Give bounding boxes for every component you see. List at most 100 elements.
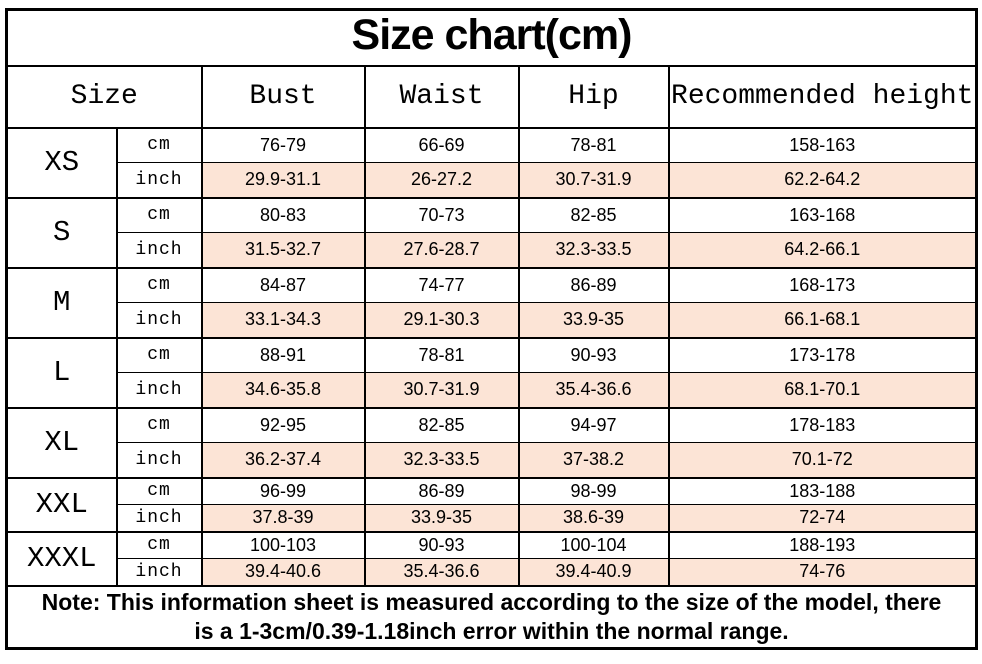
bust-cm-cell: 88-91 [200, 336, 366, 373]
hip-inch-cell: 33.9-35 [517, 302, 670, 339]
waist-inch-cell: 32.3-33.5 [363, 442, 520, 479]
column-header-recommended-height: Recommended height [667, 64, 978, 129]
size-label: XXXL [5, 530, 118, 587]
column-header-size: Size [5, 64, 203, 129]
size-chart-table: Size chart(cm) Size Bust Waist Hip Recom… [5, 8, 978, 650]
note-line-2: is a 1-3cm/0.39-1.18inch error within th… [194, 617, 789, 644]
waist-cm-cell: 86-89 [363, 476, 520, 505]
size-row-cm: L cm 88-91 78-81 90-93 173-178 [5, 336, 978, 409]
height-cm-cell: 168-173 [667, 266, 978, 303]
bust-cm-cell: 76-79 [200, 126, 366, 163]
hip-inch-cell: 30.7-31.9 [517, 162, 670, 199]
title-row: Size chart(cm) [5, 8, 978, 67]
size-row-cm: XS cm 76-79 66-69 78-81 158-163 [5, 126, 978, 199]
bust-inch-cell: 29.9-31.1 [200, 162, 366, 199]
waist-inch-cell: 33.9-35 [363, 504, 520, 533]
waist-cm-cell: 70-73 [363, 196, 520, 233]
note-line-1: Note: This information sheet is measured… [41, 588, 942, 615]
size-label: XL [5, 406, 118, 479]
bust-cm-cell: 92-95 [200, 406, 366, 443]
hip-inch-cell: 39.4-40.9 [517, 558, 670, 587]
height-inch-cell: 72-74 [667, 504, 978, 533]
bust-inch-cell: 34.6-35.8 [200, 372, 366, 409]
size-row-cm: XXL cm 96-99 86-89 98-99 183-188 [5, 476, 978, 533]
bust-inch-cell: 37.8-39 [200, 504, 366, 533]
note-text: Note: This information sheet is measured… [5, 584, 978, 649]
size-chart-container: Size chart(cm) Size Bust Waist Hip Recom… [5, 8, 978, 650]
waist-cm-cell: 90-93 [363, 530, 520, 559]
size-label: XXL [5, 476, 118, 533]
unit-label-cm: cm [115, 266, 203, 303]
unit-label-inch: inch [115, 372, 203, 409]
size-row-cm: M cm 84-87 74-77 86-89 168-173 [5, 266, 978, 339]
size-label: S [5, 196, 118, 269]
hip-cm-cell: 86-89 [517, 266, 670, 303]
bust-inch-cell: 39.4-40.6 [200, 558, 366, 587]
size-rows: XS cm 76-79 66-69 78-81 158-163 inch 29.… [5, 126, 978, 587]
hip-cm-cell: 94-97 [517, 406, 670, 443]
height-cm-cell: 188-193 [667, 530, 978, 559]
hip-cm-cell: 90-93 [517, 336, 670, 373]
bust-inch-cell: 31.5-32.7 [200, 232, 366, 269]
size-row-inch: inch 34.6-35.8 30.7-31.9 35.4-36.6 68.1-… [7, 372, 978, 409]
hip-cm-cell: 98-99 [517, 476, 670, 505]
unit-label-inch: inch [115, 162, 203, 199]
hip-inch-cell: 38.6-39 [517, 504, 670, 533]
bust-inch-cell: 33.1-34.3 [200, 302, 366, 339]
unit-label-inch: inch [115, 504, 203, 533]
bust-cm-cell: 80-83 [200, 196, 366, 233]
size-row-cm: XL cm 92-95 82-85 94-97 178-183 [5, 406, 978, 479]
waist-inch-cell: 27.6-28.7 [363, 232, 520, 269]
unit-label-cm: cm [115, 530, 203, 559]
hip-inch-cell: 32.3-33.5 [517, 232, 670, 269]
height-inch-cell: 64.2-66.1 [667, 232, 978, 269]
hip-inch-cell: 37-38.2 [517, 442, 670, 479]
column-header-hip: Hip [517, 64, 670, 129]
hip-inch-cell: 35.4-36.6 [517, 372, 670, 409]
bust-cm-cell: 84-87 [200, 266, 366, 303]
waist-inch-cell: 35.4-36.6 [363, 558, 520, 587]
height-inch-cell: 68.1-70.1 [667, 372, 978, 409]
waist-cm-cell: 78-81 [363, 336, 520, 373]
column-header-bust: Bust [200, 64, 366, 129]
unit-label-inch: inch [115, 442, 203, 479]
bust-inch-cell: 36.2-37.4 [200, 442, 366, 479]
size-label: M [5, 266, 118, 339]
unit-label-inch: inch [115, 558, 203, 587]
size-row-inch: inch 36.2-37.4 32.3-33.5 37-38.2 70.1-72 [7, 442, 978, 479]
hip-cm-cell: 78-81 [517, 126, 670, 163]
waist-inch-cell: 30.7-31.9 [363, 372, 520, 409]
size-row-inch: inch 39.4-40.6 35.4-36.6 39.4-40.9 74-76 [7, 558, 978, 587]
column-header-row: Size Bust Waist Hip Recommended height [5, 64, 978, 129]
bust-cm-cell: 100-103 [200, 530, 366, 559]
column-header-waist: Waist [363, 64, 520, 129]
size-row-inch: inch 31.5-32.7 27.6-28.7 32.3-33.5 64.2-… [7, 232, 978, 269]
note-row: Note: This information sheet is measured… [5, 584, 978, 649]
unit-label-cm: cm [115, 476, 203, 505]
waist-cm-cell: 82-85 [363, 406, 520, 443]
height-inch-cell: 62.2-64.2 [667, 162, 978, 199]
bust-cm-cell: 96-99 [200, 476, 366, 505]
unit-label-cm: cm [115, 126, 203, 163]
height-cm-cell: 178-183 [667, 406, 978, 443]
waist-cm-cell: 66-69 [363, 126, 520, 163]
waist-inch-cell: 26-27.2 [363, 162, 520, 199]
chart-title: Size chart(cm) [5, 8, 978, 67]
height-inch-cell: 74-76 [667, 558, 978, 587]
height-cm-cell: 183-188 [667, 476, 978, 505]
unit-label-cm: cm [115, 406, 203, 443]
hip-cm-cell: 82-85 [517, 196, 670, 233]
waist-cm-cell: 74-77 [363, 266, 520, 303]
hip-cm-cell: 100-104 [517, 530, 670, 559]
height-cm-cell: 163-168 [667, 196, 978, 233]
unit-label-inch: inch [115, 302, 203, 339]
height-inch-cell: 70.1-72 [667, 442, 978, 479]
size-row-inch: inch 37.8-39 33.9-35 38.6-39 72-74 [7, 504, 978, 533]
size-label: XS [5, 126, 118, 199]
size-row-inch: inch 29.9-31.1 26-27.2 30.7-31.9 62.2-64… [7, 162, 978, 199]
size-row-cm: S cm 80-83 70-73 82-85 163-168 [5, 196, 978, 269]
height-cm-cell: 158-163 [667, 126, 978, 163]
height-inch-cell: 66.1-68.1 [667, 302, 978, 339]
size-row-cm: XXXL cm 100-103 90-93 100-104 188-193 [5, 530, 978, 587]
unit-label-cm: cm [115, 336, 203, 373]
